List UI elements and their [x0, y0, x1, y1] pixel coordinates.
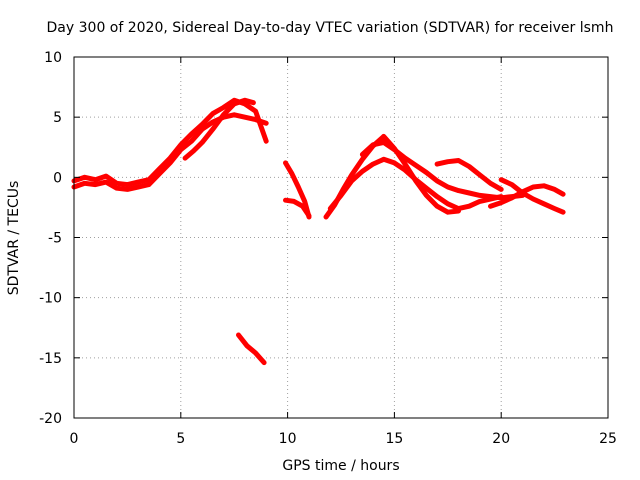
- y-tick-label: 5: [53, 110, 62, 126]
- x-tick-label: 10: [279, 431, 297, 447]
- chart-title: Day 300 of 2020, Sidereal Day-to-day VTE…: [47, 20, 614, 36]
- series-line-12: [488, 183, 566, 209]
- y-axis-label: SDTVAR / TECUs: [6, 181, 22, 296]
- series-line-3: [182, 97, 256, 161]
- y-tick-label: 10: [44, 50, 62, 66]
- series-line-10: [434, 158, 504, 192]
- y-tick-label: -5: [48, 231, 62, 247]
- data-series: [71, 97, 566, 366]
- x-tick-label: 20: [492, 431, 510, 447]
- y-tick-label: -10: [39, 291, 62, 307]
- series-line-2: [71, 97, 269, 188]
- grid: [74, 57, 608, 418]
- series-line-9: [359, 139, 526, 201]
- x-tick-label: 15: [385, 431, 403, 447]
- y-tick-label: -20: [39, 411, 62, 427]
- x-axis-label: GPS time / hours: [282, 458, 399, 474]
- series-line-4: [236, 332, 267, 366]
- y-tick-label: 0: [53, 170, 62, 186]
- series-line-8: [327, 156, 504, 212]
- x-tick-label: 5: [176, 431, 185, 447]
- series-line-5: [283, 160, 312, 220]
- x-tick-label: 25: [599, 431, 617, 447]
- x-tick-label: 0: [70, 431, 79, 447]
- series-line-1: [71, 112, 269, 192]
- series-line-11: [498, 177, 566, 215]
- y-tick-label: -15: [39, 351, 62, 367]
- axis-ticks: 0 5 10 15 20 25 -20 -15 -10 -5 0 5 10: [39, 50, 617, 447]
- series-line-6: [283, 197, 312, 219]
